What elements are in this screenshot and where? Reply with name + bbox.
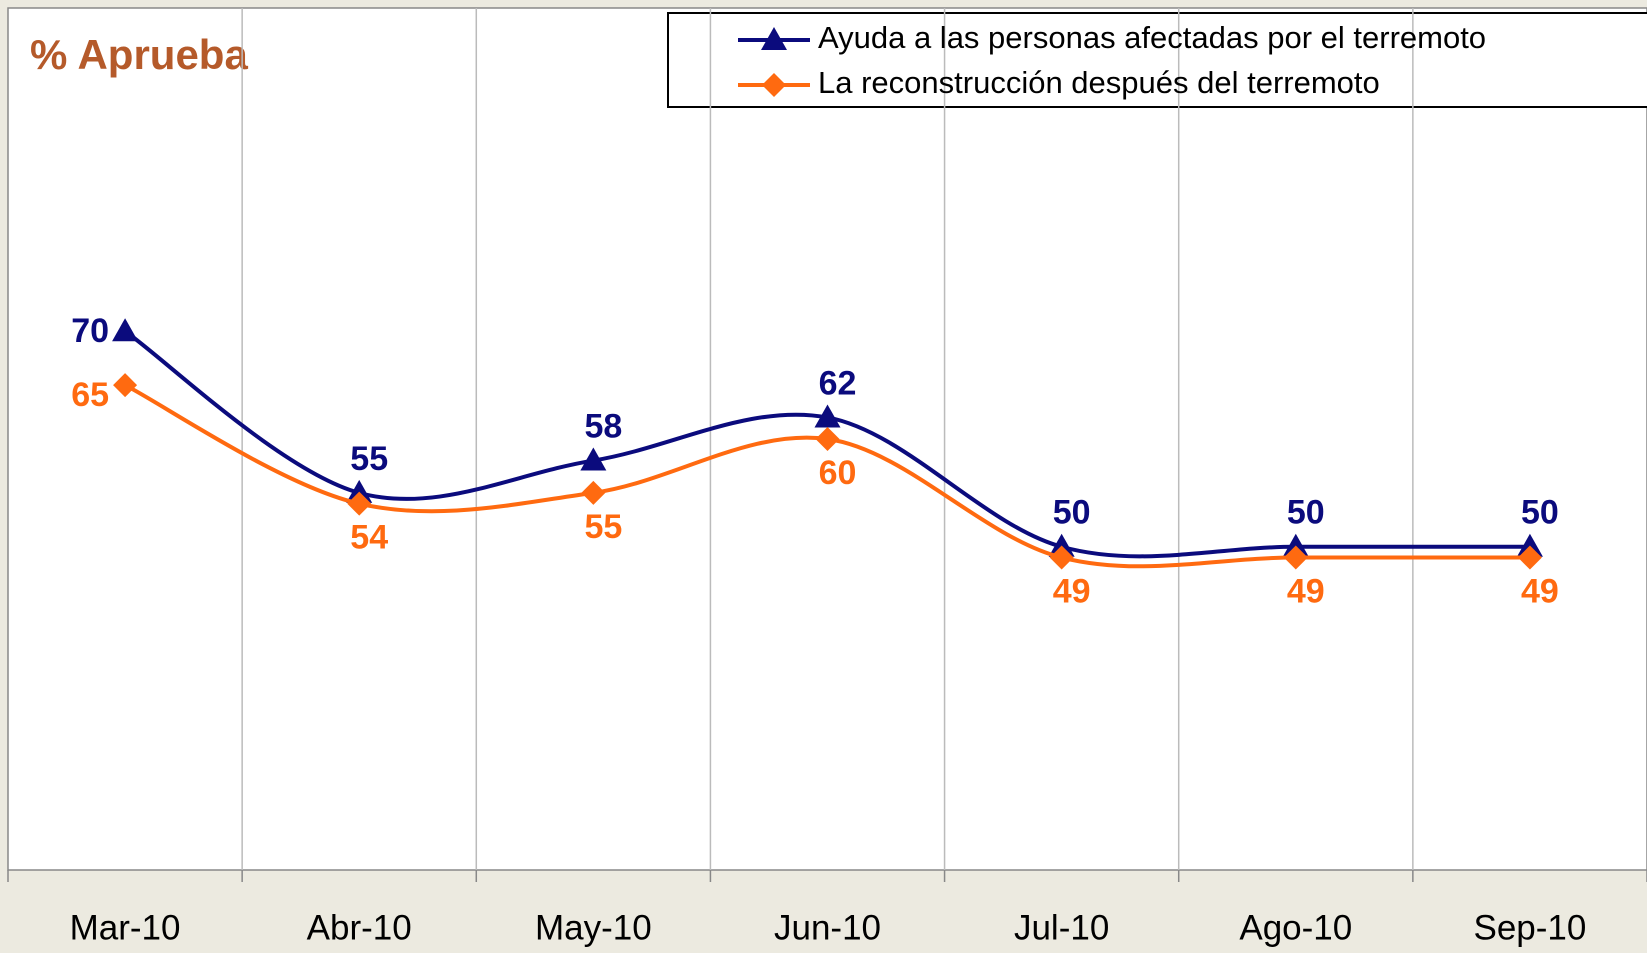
data-label: 50 xyxy=(1521,494,1559,532)
marker xyxy=(1049,545,1074,570)
marker xyxy=(1517,545,1542,570)
marker xyxy=(580,447,607,471)
marker xyxy=(815,427,840,451)
data-label: 50 xyxy=(1287,494,1325,532)
x-tick-label: May-10 xyxy=(535,908,652,947)
x-tick-label: Jun-10 xyxy=(774,908,881,947)
marker xyxy=(814,404,841,428)
data-label: 55 xyxy=(350,440,388,478)
x-tick-label: Ago-10 xyxy=(1239,908,1352,947)
data-label: 55 xyxy=(584,508,622,546)
marker xyxy=(761,27,787,50)
legend-label: La reconstrucción después del terremoto xyxy=(818,65,1380,100)
data-label: 49 xyxy=(1053,573,1091,611)
x-tick-label: Mar-10 xyxy=(70,908,181,947)
x-tick-label: Jul-10 xyxy=(1014,908,1109,947)
data-label: 60 xyxy=(819,454,857,492)
x-tick-label: Sep-10 xyxy=(1473,908,1586,947)
data-label: 58 xyxy=(584,408,622,446)
marker xyxy=(581,480,606,505)
data-label: 70 xyxy=(71,312,109,350)
data-label: 50 xyxy=(1053,494,1091,532)
chart-title: % Aprueba xyxy=(30,31,248,78)
data-label: 49 xyxy=(1521,573,1559,611)
marker xyxy=(1283,545,1308,570)
data-label: 62 xyxy=(819,364,857,402)
marker xyxy=(762,73,786,97)
legend xyxy=(667,12,1647,108)
legend-label: Ayuda a las personas afectadas por el te… xyxy=(818,20,1486,55)
data-label: 54 xyxy=(350,519,388,557)
marker xyxy=(347,491,372,516)
marker xyxy=(112,318,139,342)
marker xyxy=(1516,533,1543,557)
marker xyxy=(346,479,373,503)
x-tick-label: Abr-10 xyxy=(307,908,412,947)
marker xyxy=(113,373,138,398)
data-label: 49 xyxy=(1287,573,1325,611)
marker xyxy=(1048,533,1075,557)
marker xyxy=(1282,533,1309,557)
data-label: 65 xyxy=(71,376,109,414)
